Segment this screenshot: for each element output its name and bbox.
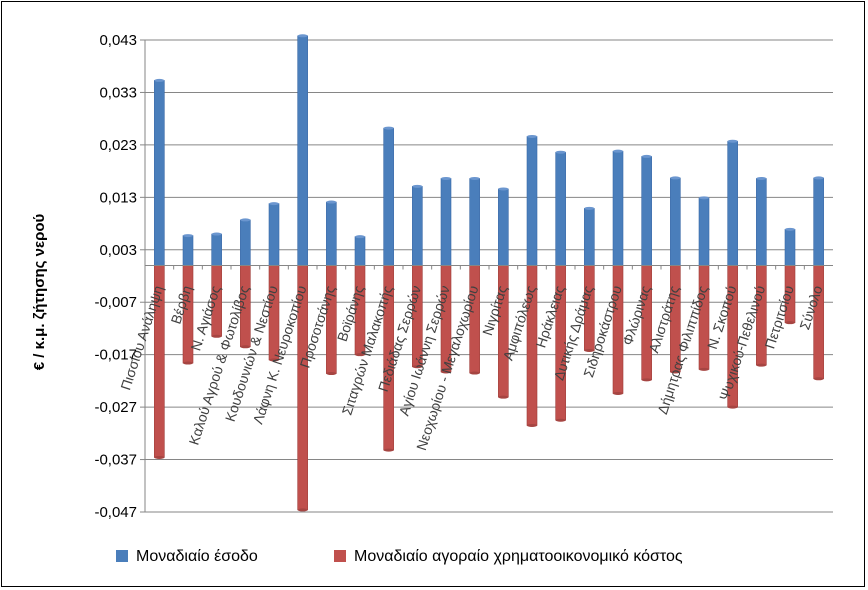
bar-income <box>756 178 767 266</box>
y-tick-label: -0,027 <box>94 399 137 416</box>
bar-income <box>326 201 337 266</box>
gridlines <box>140 39 833 513</box>
bar-income-top <box>183 234 193 238</box>
bar-income-top <box>498 187 509 191</box>
bar-cost-bottom <box>785 321 795 325</box>
bar-cost-bottom <box>641 378 652 382</box>
bar-income <box>240 219 251 266</box>
bar-cost-bottom <box>183 361 193 365</box>
bar-income-top <box>756 176 767 180</box>
bar-cost <box>612 265 624 394</box>
bar-cost-bottom <box>756 363 767 367</box>
bar-cost-bottom <box>613 391 623 395</box>
legend-label-income: Μοναδιαίο έσοδο <box>136 548 258 565</box>
bar-income-top <box>355 235 365 239</box>
y-tick-label: -0,007 <box>94 294 137 311</box>
bar-income <box>498 188 509 266</box>
y-tick-label: 0,003 <box>99 242 137 259</box>
bar-income-top <box>527 134 537 138</box>
bar-income-top <box>813 176 824 180</box>
legend: Μοναδιαίο έσοδο Μοναδιαίο αγοραίο χρηματ… <box>116 548 683 565</box>
bar-cost-bottom <box>555 418 566 422</box>
bar-income <box>698 197 710 266</box>
y-axis-label: € / κ.μ. ζήτησης νερού <box>31 213 48 370</box>
bar-cost-bottom <box>441 370 451 374</box>
bar-cost-bottom <box>297 508 308 512</box>
bar-income-top <box>412 184 423 188</box>
bar-cost-bottom <box>240 345 251 349</box>
axes <box>144 40 833 512</box>
bar-cost-bottom <box>469 371 480 375</box>
bar-cost <box>641 265 652 381</box>
bar-income-top <box>211 232 222 236</box>
bar-income <box>182 235 194 266</box>
bar-cost <box>813 265 824 380</box>
y-tick-label: -0,037 <box>94 452 137 469</box>
bar-income-top <box>699 196 709 200</box>
bar-income-top <box>670 176 681 180</box>
bar-income <box>268 203 280 266</box>
y-tick-labels: 0,043 0,033 0,023 0,013 0,003 -0,007 -0,017 -0,… <box>94 32 137 521</box>
bar-income-top <box>555 150 566 154</box>
bar-income <box>211 233 222 266</box>
bar-cost-bottom <box>498 395 509 399</box>
bar-income-top <box>441 176 451 180</box>
bar-income <box>526 136 538 266</box>
bar-income-top <box>613 149 623 153</box>
bar-income <box>354 236 366 266</box>
bar-income <box>412 186 423 266</box>
y-tick-label: -0,017 <box>94 347 137 364</box>
y-tick-label: -0,047 <box>94 504 137 521</box>
legend-swatch-income <box>116 550 128 562</box>
bar-income-top <box>240 218 251 222</box>
legend-label-cost: Μοναδιαίο αγοραίο χρηματοοικονομικό κόστ… <box>354 548 683 565</box>
y-tick-label: 0,023 <box>99 137 137 154</box>
bar-cost-bottom <box>699 367 709 371</box>
bar-cost-bottom <box>383 448 394 452</box>
bar-cost-bottom <box>211 334 222 338</box>
bar-income-top <box>727 139 738 143</box>
bar-cost-bottom <box>326 372 337 376</box>
bar-cost-bottom <box>154 455 165 459</box>
bar-income-top <box>584 206 595 210</box>
bar-income-top <box>269 202 279 206</box>
bar-income <box>440 178 452 266</box>
bar-income <box>641 156 652 266</box>
bar-income-top <box>383 126 394 130</box>
bar-cost-bottom <box>727 405 738 409</box>
bar-income <box>154 80 165 266</box>
bars <box>154 34 824 512</box>
bar-cost-bottom <box>269 358 279 362</box>
bar-cost-bottom <box>527 423 537 427</box>
bar-income-top <box>469 176 480 180</box>
bar-income-top <box>785 227 795 231</box>
bar-cost-bottom <box>584 348 595 352</box>
bar-cost-bottom <box>355 353 365 357</box>
bar-cost-bottom <box>412 365 423 369</box>
bar-income <box>584 208 595 266</box>
y-tick-label: 0,013 <box>99 189 137 206</box>
bar-income <box>555 151 566 266</box>
bar-income <box>612 150 624 266</box>
bar-income-top <box>326 200 337 204</box>
bar-income-top <box>297 34 308 38</box>
bar-cost-bottom <box>813 377 824 381</box>
bar-income <box>469 178 480 266</box>
y-tick-label: 0,043 <box>99 32 137 49</box>
bar-income <box>813 177 824 266</box>
bar-income <box>784 229 796 266</box>
bar-income <box>727 140 738 266</box>
bar-income <box>383 127 394 266</box>
y-tick-label: 0,033 <box>99 84 137 101</box>
bar-income <box>297 35 308 266</box>
bar-income <box>670 177 681 266</box>
bar-income-top <box>154 78 165 82</box>
bar-income-top <box>641 154 652 158</box>
legend-swatch-cost <box>334 550 346 562</box>
bar-cost-bottom <box>670 370 681 374</box>
